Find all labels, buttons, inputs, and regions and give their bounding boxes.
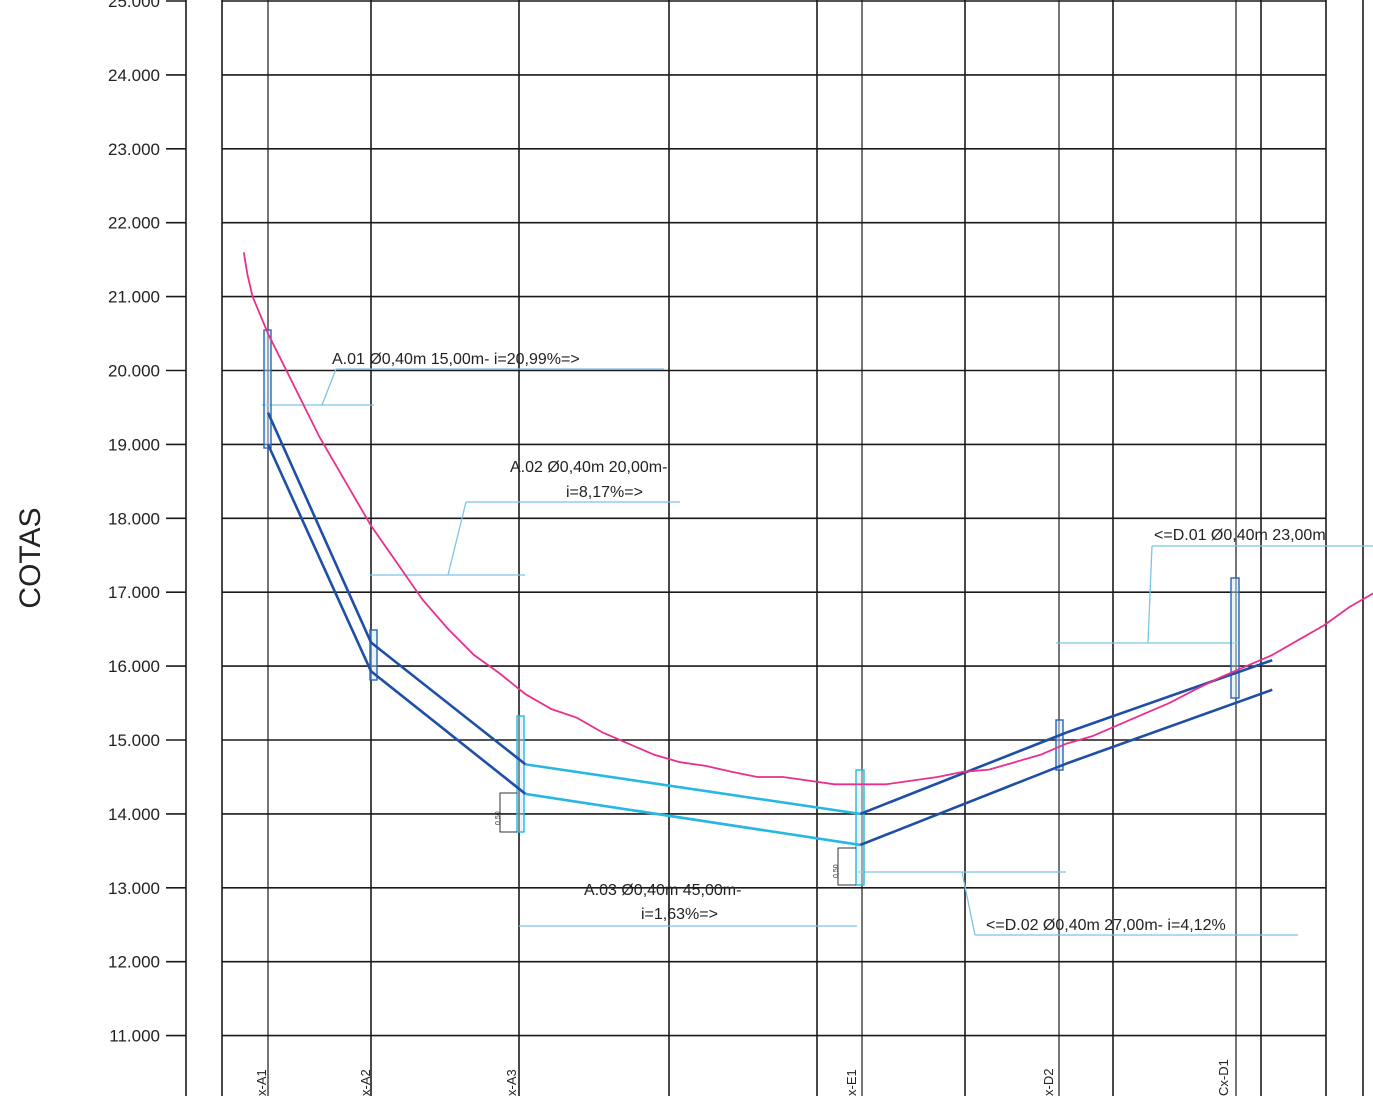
y-tick-label: 16.000 bbox=[108, 657, 160, 676]
axis-title: COTAS bbox=[14, 507, 47, 608]
manhole-a2 bbox=[369, 629, 378, 681]
pipe-lines bbox=[266, 412, 1273, 847]
y-tick-label: 14.000 bbox=[108, 805, 160, 824]
y-tick-label: 23.000 bbox=[108, 140, 160, 159]
station-label-d2: x-D2 bbox=[1041, 1069, 1056, 1096]
pipe-invert-segment bbox=[370, 670, 527, 795]
annotation-leaders bbox=[262, 368, 1373, 936]
terrain-profile-line bbox=[242, 252, 1373, 786]
manhole-e1 bbox=[855, 769, 865, 886]
y-tick-label: 21.000 bbox=[108, 288, 160, 307]
leader-d02-stem bbox=[961, 871, 976, 936]
pipe-label-a01: A.01 Ø0,40m 15,00m- i=20,99%=> bbox=[332, 351, 580, 368]
drop-label-e1: 0,50 bbox=[833, 864, 840, 878]
station-label-d1: Cx-D1 bbox=[1216, 1059, 1231, 1096]
station-label-e1: x-E1 bbox=[844, 1069, 859, 1096]
station-labels: x-A1 x-A2 x-A3 x-E1 x-D2 Cx-D1 bbox=[254, 1059, 1231, 1096]
y-tick-label: 18.000 bbox=[108, 509, 160, 528]
y-tick-label: 15.000 bbox=[108, 731, 160, 750]
pipe-invert-segment bbox=[1065, 688, 1273, 765]
y-tick-label: 24.000 bbox=[108, 66, 160, 85]
drop-brackets bbox=[499, 792, 856, 886]
y-tick-label: 11.000 bbox=[109, 1027, 160, 1046]
y-tick-label: 25.000 bbox=[108, 0, 160, 11]
pipe-label-d02: <=D.02 Ø0,40m 27,00m- i=4,12% bbox=[986, 917, 1226, 934]
y-tick-label: 20.000 bbox=[108, 362, 160, 381]
pipe-crown-segment bbox=[525, 763, 861, 816]
drawing-grid bbox=[185, 0, 1364, 1096]
drop-label-a3: 0,50 bbox=[495, 811, 502, 825]
pipe-labels: A.01 Ø0,40m 15,00m- i=20,99%=> A.02 Ø0,4… bbox=[332, 351, 1326, 934]
station-label-a3: x-A3 bbox=[504, 1069, 519, 1096]
y-tick-label: 19.000 bbox=[108, 435, 160, 454]
y-tick-label: 17.000 bbox=[108, 583, 160, 602]
drop-bracket-e1 bbox=[837, 847, 856, 886]
drop-bracket-a3 bbox=[499, 792, 517, 833]
pipe-label-d01: <=D.01 Ø0,40m 23,00m bbox=[1154, 527, 1326, 544]
pipe-crown-segment bbox=[859, 731, 1067, 816]
pipe-label-a02-line1: A.02 Ø0,40m 20,00m- bbox=[510, 459, 667, 476]
y-tick-marks bbox=[166, 0, 186, 1037]
manhole-a3 bbox=[516, 715, 525, 833]
y-tick-label: 22.000 bbox=[108, 214, 160, 233]
pipe-crown-segment bbox=[370, 641, 527, 766]
pipe-label-a03-line2: i=1,63%=> bbox=[641, 906, 718, 923]
manhole-d1 bbox=[1230, 577, 1240, 699]
manhole-markers bbox=[263, 329, 1240, 886]
pipe-label-a03-line1: A.03 Ø0,40m 45,00m- bbox=[584, 882, 741, 899]
station-label-a1: x-A1 bbox=[254, 1069, 269, 1096]
leader-a01-stem bbox=[321, 368, 337, 406]
pipe-label-a02-line2: i=8,17%=> bbox=[566, 484, 643, 501]
pipe-crown-segment bbox=[1065, 658, 1273, 734]
pipe-invert-segment bbox=[266, 443, 373, 672]
y-tick-labels: 25.000 24.000 23.000 22.000 21.000 20.000 19.0… bbox=[108, 0, 160, 1046]
leader-a02-stem bbox=[447, 501, 467, 576]
y-tick-label: 13.000 bbox=[108, 879, 160, 898]
y-tick-label: 12.000 bbox=[108, 953, 160, 972]
station-label-a2: x-A2 bbox=[358, 1069, 373, 1096]
manhole-a1 bbox=[263, 329, 272, 449]
pipe-invert-segment bbox=[859, 762, 1067, 847]
leader-d01-stem bbox=[1147, 545, 1153, 644]
pipe-crown-segment bbox=[266, 412, 373, 643]
pipe-invert-segment bbox=[525, 792, 861, 847]
